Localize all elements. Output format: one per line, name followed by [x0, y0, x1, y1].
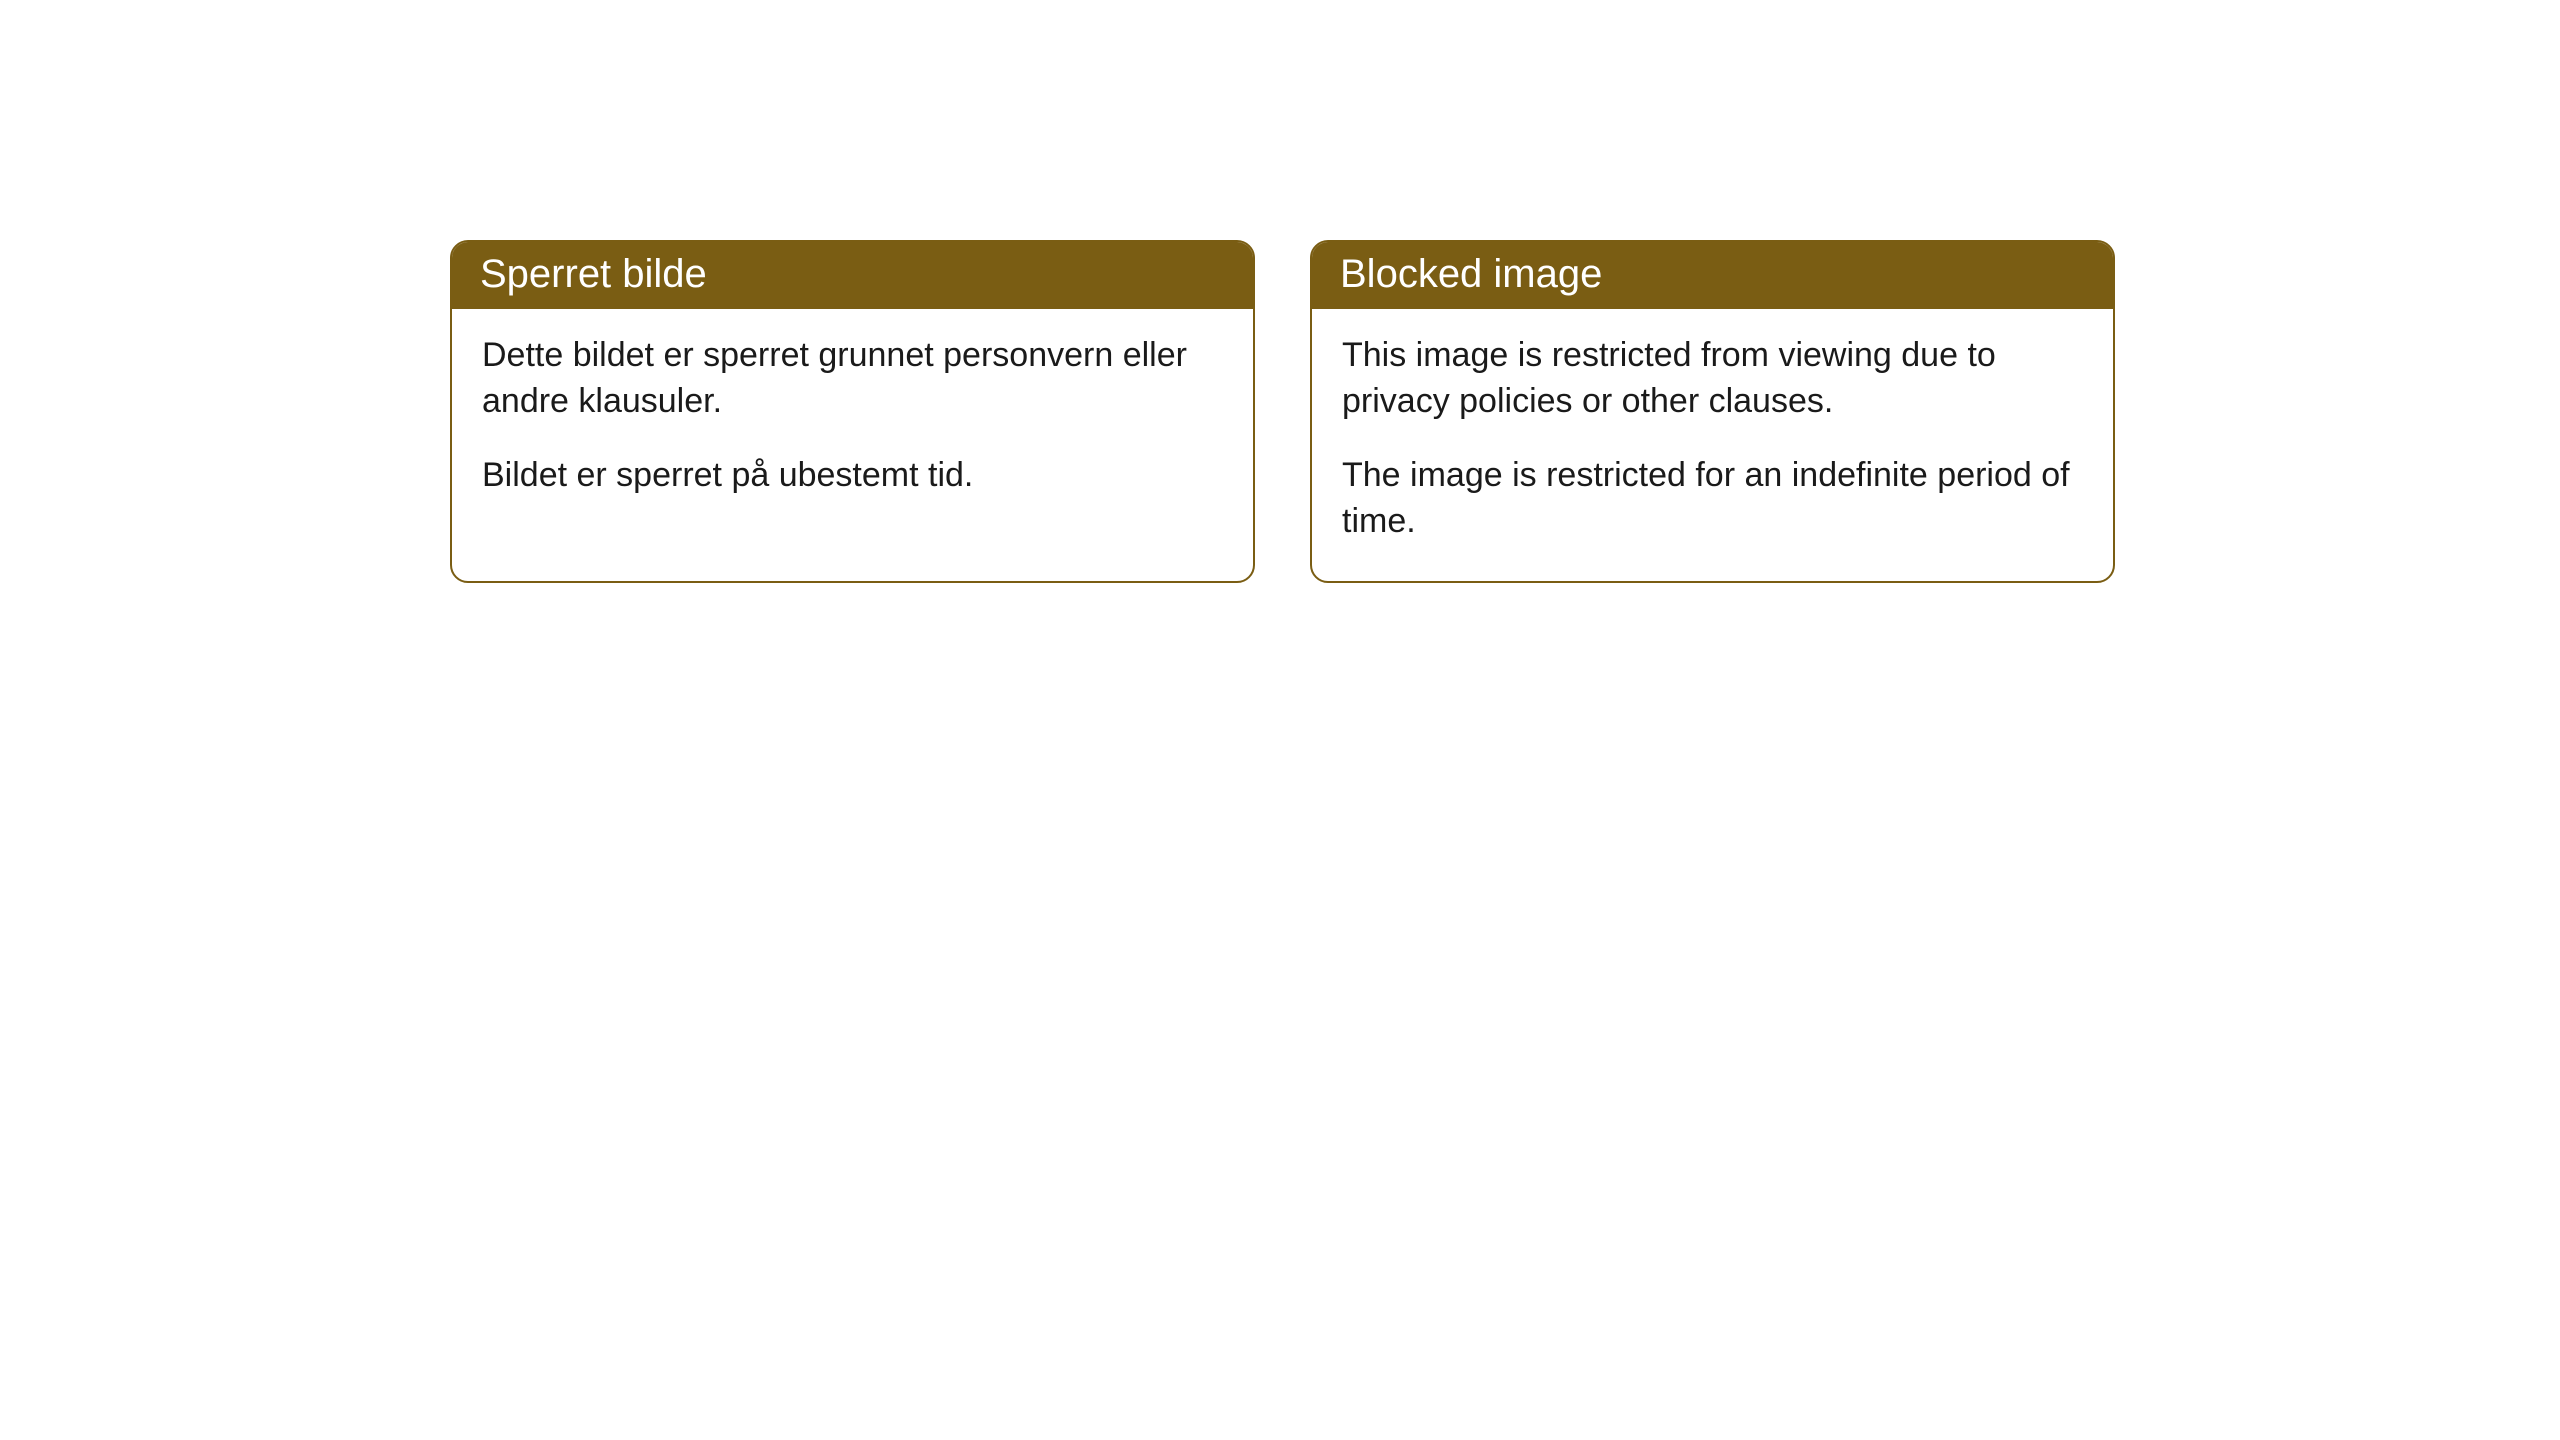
card-paragraph: This image is restricted from viewing du… — [1342, 333, 2083, 425]
card-paragraph: Dette bildet er sperret grunnet personve… — [482, 333, 1223, 425]
notice-cards-container: Sperret bilde Dette bildet er sperret gr… — [450, 240, 2560, 583]
card-header: Sperret bilde — [452, 242, 1253, 309]
card-blocked-english: Blocked image This image is restricted f… — [1310, 240, 2115, 583]
card-paragraph: The image is restricted for an indefinit… — [1342, 453, 2083, 545]
card-title: Sperret bilde — [480, 252, 707, 296]
card-body: This image is restricted from viewing du… — [1312, 309, 2113, 581]
card-title: Blocked image — [1340, 252, 1602, 296]
card-header: Blocked image — [1312, 242, 2113, 309]
card-paragraph: Bildet er sperret på ubestemt tid. — [482, 453, 1223, 499]
card-body: Dette bildet er sperret grunnet personve… — [452, 309, 1253, 535]
card-blocked-norwegian: Sperret bilde Dette bildet er sperret gr… — [450, 240, 1255, 583]
